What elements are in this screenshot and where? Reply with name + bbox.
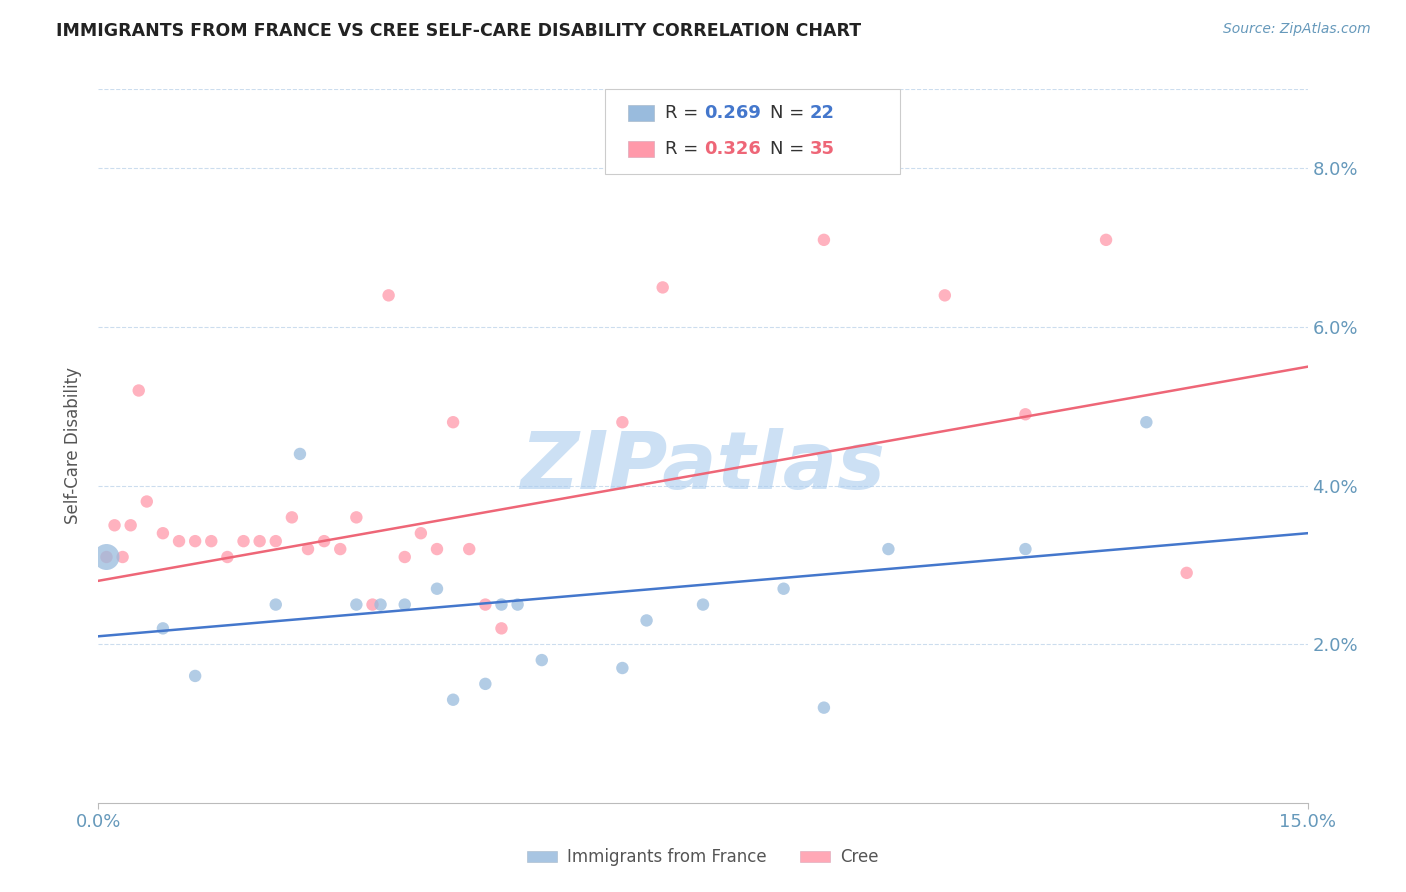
Point (813, 233, 835, 247)
Point (426, 542, 449, 557)
Point (394, 598, 416, 612)
Point (772, 582, 794, 596)
Point (152, 526, 174, 541)
Point (96, 549, 118, 564)
Point (409, 526, 432, 541)
Point (314, 534, 336, 549)
Point (877, 542, 900, 557)
Point (297, 542, 319, 557)
Point (184, 534, 207, 549)
Point (426, 582, 449, 596)
Point (530, 653, 553, 667)
Text: ZIPatlas: ZIPatlas (520, 428, 886, 507)
Point (1095, 233, 1118, 247)
Point (458, 542, 481, 557)
Point (120, 518, 142, 533)
Point (152, 621, 174, 635)
Point (506, 598, 529, 612)
Point (612, 415, 634, 429)
Point (377, 288, 399, 302)
Text: 35: 35 (810, 140, 835, 158)
Point (813, 700, 835, 714)
Legend: Immigrants from France, Cree: Immigrants from France, Cree (520, 842, 886, 873)
Point (329, 542, 352, 557)
Point (200, 534, 222, 549)
Point (1014, 407, 1036, 421)
Point (264, 598, 287, 612)
Point (651, 280, 673, 294)
Text: N =: N = (770, 140, 810, 158)
Point (441, 692, 464, 706)
Point (111, 549, 134, 564)
Point (636, 614, 658, 628)
Point (394, 549, 416, 564)
Point (1014, 542, 1036, 557)
Point (934, 288, 956, 302)
Text: R =: R = (665, 104, 704, 122)
Point (128, 384, 150, 398)
Point (474, 677, 496, 691)
Point (370, 598, 392, 612)
Point (184, 669, 207, 683)
Point (1175, 566, 1198, 580)
Point (249, 534, 271, 549)
Point (264, 534, 287, 549)
Point (491, 598, 513, 612)
Text: R =: R = (665, 140, 704, 158)
Point (344, 510, 367, 524)
Point (491, 621, 513, 635)
Point (232, 534, 254, 549)
Point (281, 510, 304, 524)
Text: IMMIGRANTS FROM FRANCE VS CREE SELF-CARE DISABILITY CORRELATION CHART: IMMIGRANTS FROM FRANCE VS CREE SELF-CARE… (56, 22, 862, 40)
Point (612, 661, 634, 675)
Point (96, 549, 118, 564)
Y-axis label: Self-Care Disability: Self-Care Disability (65, 368, 83, 524)
Point (167, 534, 190, 549)
Point (1135, 415, 1157, 429)
Text: N =: N = (770, 104, 810, 122)
Text: 0.326: 0.326 (704, 140, 761, 158)
Point (441, 415, 464, 429)
Point (361, 598, 384, 612)
Text: Source: ZipAtlas.com: Source: ZipAtlas.com (1223, 22, 1371, 37)
Text: 22: 22 (810, 104, 835, 122)
Point (217, 549, 239, 564)
Point (135, 494, 157, 508)
Point (103, 518, 125, 533)
Point (344, 598, 367, 612)
Point (474, 598, 496, 612)
Point (692, 598, 714, 612)
Point (288, 447, 311, 461)
Text: 0.269: 0.269 (704, 104, 761, 122)
